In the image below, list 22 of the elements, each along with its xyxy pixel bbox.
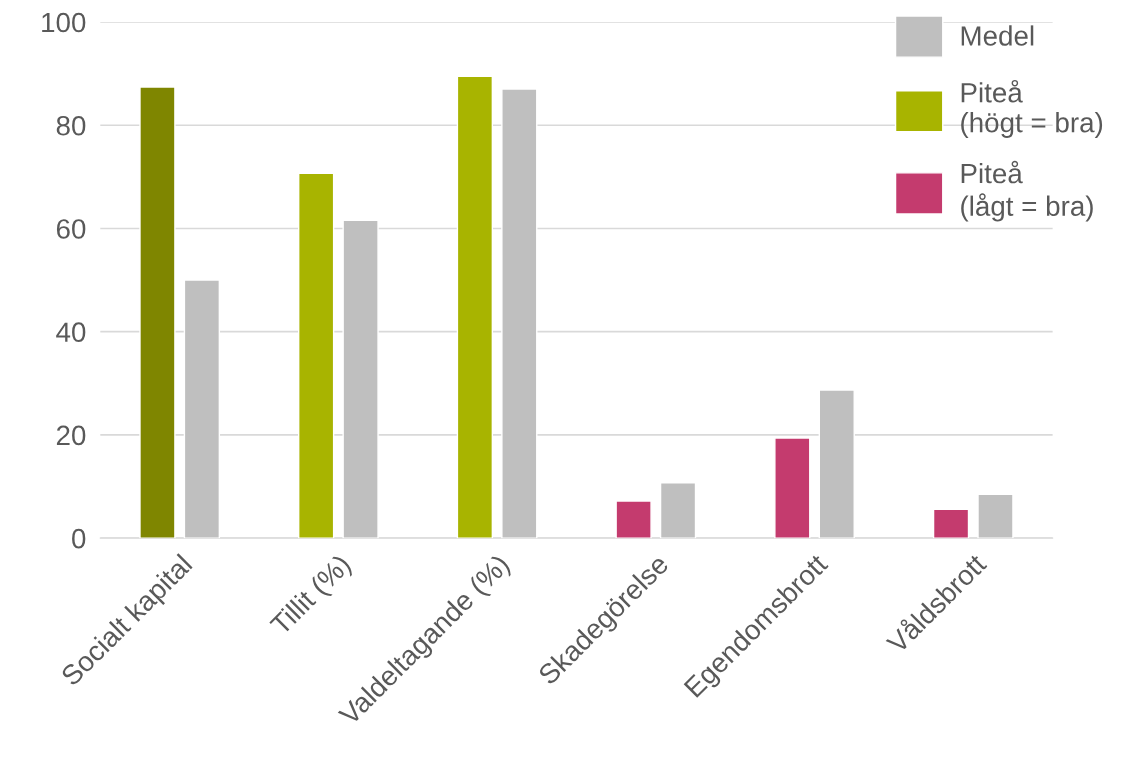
bar — [977, 493, 1014, 539]
y-tick-label: 100 — [42, 12, 86, 33]
bar — [183, 279, 221, 539]
y-tick-label: 0 — [72, 528, 86, 549]
bar — [659, 482, 697, 539]
y-tick-label: 80 — [56, 115, 86, 136]
bar — [298, 172, 335, 539]
bar — [615, 500, 652, 539]
y-tick-label: 60 — [56, 219, 86, 239]
bar — [342, 219, 379, 539]
bar — [818, 389, 855, 539]
bar — [774, 437, 811, 539]
bar — [932, 508, 970, 539]
bar — [456, 75, 494, 539]
legend-label: Medel — [961, 25, 1034, 46]
legend-label: Piteå (lågt = bra) — [961, 160, 1093, 222]
bar — [501, 88, 538, 539]
bar — [139, 86, 176, 539]
y-tick-label: 40 — [56, 322, 86, 343]
x-tick-label: Tillit (%) — [268, 553, 356, 641]
y-tick-label: 20 — [56, 425, 86, 446]
legend-label: Piteå (högt = bra) — [961, 79, 1103, 138]
